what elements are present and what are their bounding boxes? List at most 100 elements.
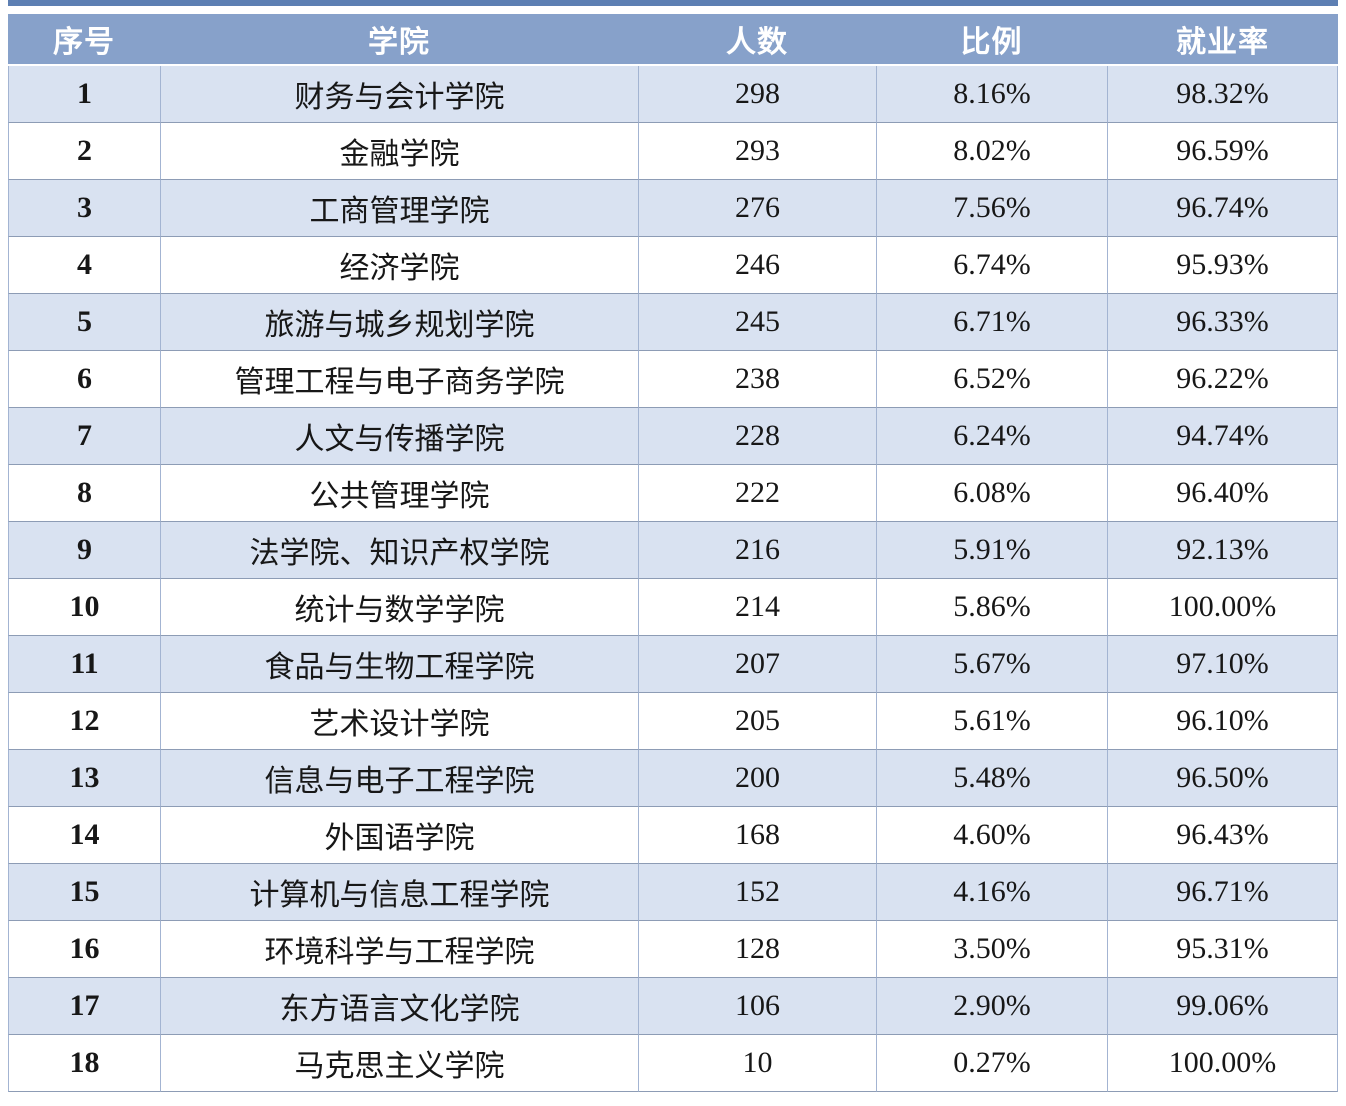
cell-serial-number: 8 <box>8 465 160 522</box>
cell-employment-rate: 95.93% <box>1107 237 1338 294</box>
cell-student-count: 106 <box>638 978 876 1035</box>
cell-student-count: 168 <box>638 807 876 864</box>
cell-serial-number: 6 <box>8 351 160 408</box>
cell-serial-number: 9 <box>8 522 160 579</box>
cell-proportion: 3.50% <box>876 921 1107 978</box>
cell-proportion: 2.90% <box>876 978 1107 1035</box>
cell-college-name: 马克思主义学院 <box>160 1035 638 1092</box>
cell-student-count: 214 <box>638 579 876 636</box>
cell-serial-number: 13 <box>8 750 160 807</box>
cell-proportion: 4.60% <box>876 807 1107 864</box>
table-row: 17 东方语言文化学院 106 2.90% 99.06% <box>8 978 1338 1035</box>
cell-proportion: 6.24% <box>876 408 1107 465</box>
cell-student-count: 238 <box>638 351 876 408</box>
cell-college-name: 东方语言文化学院 <box>160 978 638 1035</box>
top-border-strip <box>8 0 1338 6</box>
table-row: 7 人文与传播学院 228 6.24% 94.74% <box>8 408 1338 465</box>
cell-college-name: 计算机与信息工程学院 <box>160 864 638 921</box>
table-row: 9 法学院、知识产权学院 216 5.91% 92.13% <box>8 522 1338 579</box>
cell-employment-rate: 96.74% <box>1107 180 1338 237</box>
cell-serial-number: 17 <box>8 978 160 1035</box>
cell-employment-rate: 96.33% <box>1107 294 1338 351</box>
cell-employment-rate: 100.00% <box>1107 579 1338 636</box>
cell-college-name: 经济学院 <box>160 237 638 294</box>
college-employment-table: 序号 学院 人数 比例 就业率 1 财务与会计学院 298 8.16% 98.32% 2 金融学院 2… <box>8 14 1338 1092</box>
cell-college-name: 环境科学与工程学院 <box>160 921 638 978</box>
cell-student-count: 216 <box>638 522 876 579</box>
cell-serial-number: 1 <box>8 66 160 123</box>
cell-serial-number: 7 <box>8 408 160 465</box>
cell-student-count: 200 <box>638 750 876 807</box>
cell-employment-rate: 96.43% <box>1107 807 1338 864</box>
cell-student-count: 207 <box>638 636 876 693</box>
cell-employment-rate: 94.74% <box>1107 408 1338 465</box>
cell-college-name: 法学院、知识产权学院 <box>160 522 638 579</box>
cell-college-name: 旅游与城乡规划学院 <box>160 294 638 351</box>
cell-proportion: 6.52% <box>876 351 1107 408</box>
cell-proportion: 6.08% <box>876 465 1107 522</box>
table-row: 15 计算机与信息工程学院 152 4.16% 96.71% <box>8 864 1338 921</box>
cell-college-name: 统计与数学学院 <box>160 579 638 636</box>
cell-college-name: 管理工程与电子商务学院 <box>160 351 638 408</box>
table-row: 6 管理工程与电子商务学院 238 6.52% 96.22% <box>8 351 1338 408</box>
table-row: 16 环境科学与工程学院 128 3.50% 95.31% <box>8 921 1338 978</box>
cell-proportion: 5.86% <box>876 579 1107 636</box>
cell-student-count: 10 <box>638 1035 876 1092</box>
cell-proportion: 8.16% <box>876 66 1107 123</box>
cell-student-count: 245 <box>638 294 876 351</box>
cell-proportion: 5.61% <box>876 693 1107 750</box>
cell-employment-rate: 96.40% <box>1107 465 1338 522</box>
table-row: 12 艺术设计学院 205 5.61% 96.10% <box>8 693 1338 750</box>
cell-college-name: 金融学院 <box>160 123 638 180</box>
cell-employment-rate: 100.00% <box>1107 1035 1338 1092</box>
cell-employment-rate: 96.22% <box>1107 351 1338 408</box>
cell-college-name: 艺术设计学院 <box>160 693 638 750</box>
cell-serial-number: 4 <box>8 237 160 294</box>
cell-serial-number: 12 <box>8 693 160 750</box>
column-header-college-name: 学院 <box>160 14 638 66</box>
header-row: 序号 学院 人数 比例 就业率 <box>8 14 1338 66</box>
cell-college-name: 公共管理学院 <box>160 465 638 522</box>
cell-employment-rate: 96.10% <box>1107 693 1338 750</box>
cell-proportion: 5.48% <box>876 750 1107 807</box>
cell-student-count: 222 <box>638 465 876 522</box>
table-row: 1 财务与会计学院 298 8.16% 98.32% <box>8 66 1338 123</box>
cell-college-name: 工商管理学院 <box>160 180 638 237</box>
cell-serial-number: 2 <box>8 123 160 180</box>
cell-college-name: 外国语学院 <box>160 807 638 864</box>
cell-student-count: 128 <box>638 921 876 978</box>
table-row: 4 经济学院 246 6.74% 95.93% <box>8 237 1338 294</box>
table-row: 14 外国语学院 168 4.60% 96.43% <box>8 807 1338 864</box>
cell-proportion: 8.02% <box>876 123 1107 180</box>
cell-employment-rate: 96.50% <box>1107 750 1338 807</box>
cell-student-count: 205 <box>638 693 876 750</box>
column-header-student-count: 人数 <box>638 14 876 66</box>
cell-employment-rate: 96.59% <box>1107 123 1338 180</box>
cell-student-count: 246 <box>638 237 876 294</box>
cell-college-name: 信息与电子工程学院 <box>160 750 638 807</box>
cell-employment-rate: 92.13% <box>1107 522 1338 579</box>
cell-serial-number: 18 <box>8 1035 160 1092</box>
cell-employment-rate: 99.06% <box>1107 978 1338 1035</box>
cell-employment-rate: 98.32% <box>1107 66 1338 123</box>
cell-student-count: 152 <box>638 864 876 921</box>
cell-proportion: 7.56% <box>876 180 1107 237</box>
column-header-employment-rate: 就业率 <box>1107 14 1338 66</box>
cell-serial-number: 15 <box>8 864 160 921</box>
cell-student-count: 228 <box>638 408 876 465</box>
cell-serial-number: 16 <box>8 921 160 978</box>
cell-serial-number: 14 <box>8 807 160 864</box>
column-header-proportion: 比例 <box>876 14 1107 66</box>
table-row: 11 食品与生物工程学院 207 5.67% 97.10% <box>8 636 1338 693</box>
cell-proportion: 4.16% <box>876 864 1107 921</box>
table-row: 10 统计与数学学院 214 5.86% 100.00% <box>8 579 1338 636</box>
cell-student-count: 293 <box>638 123 876 180</box>
column-header-serial-number: 序号 <box>8 14 160 66</box>
table-row: 13 信息与电子工程学院 200 5.48% 96.50% <box>8 750 1338 807</box>
cell-proportion: 5.91% <box>876 522 1107 579</box>
cell-proportion: 0.27% <box>876 1035 1107 1092</box>
cell-proportion: 6.74% <box>876 237 1107 294</box>
cell-proportion: 5.67% <box>876 636 1107 693</box>
cell-employment-rate: 97.10% <box>1107 636 1338 693</box>
